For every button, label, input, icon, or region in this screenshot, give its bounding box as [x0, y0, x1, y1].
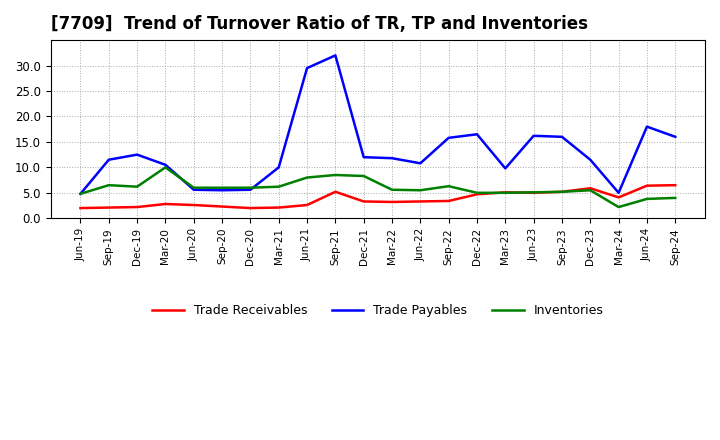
Inventories: [76, 191, 85, 197]
Line: Trade Receivables: Trade Receivables: [81, 185, 675, 208]
Trade Payables: [302, 66, 311, 71]
Trade Receivables: [132, 205, 141, 210]
Trade Receivables: [614, 195, 623, 200]
Trade Receivables: [671, 183, 680, 188]
Trade Payables: [529, 133, 538, 139]
Trade Payables: [586, 157, 595, 162]
Inventories: [274, 184, 283, 189]
Trade Payables: [331, 53, 340, 58]
Inventories: [246, 185, 255, 191]
Trade Payables: [359, 154, 368, 160]
Line: Inventories: Inventories: [81, 167, 675, 207]
Inventories: [501, 190, 510, 195]
Trade Payables: [274, 165, 283, 170]
Trade Payables: [614, 190, 623, 195]
Trade Receivables: [501, 190, 510, 195]
Trade Payables: [416, 161, 425, 166]
Trade Receivables: [331, 189, 340, 194]
Trade Receivables: [161, 202, 170, 207]
Trade Receivables: [274, 205, 283, 210]
Trade Payables: [558, 134, 567, 139]
Trade Receivables: [246, 205, 255, 211]
Trade Payables: [132, 152, 141, 157]
Inventories: [359, 173, 368, 179]
Trade Receivables: [586, 186, 595, 191]
Legend: Trade Receivables, Trade Payables, Inventories: Trade Receivables, Trade Payables, Inven…: [148, 299, 608, 323]
Trade Receivables: [643, 183, 652, 188]
Inventories: [387, 187, 396, 192]
Trade Payables: [189, 187, 198, 192]
Trade Payables: [246, 187, 255, 192]
Inventories: [643, 196, 652, 202]
Line: Trade Payables: Trade Payables: [81, 55, 675, 194]
Trade Receivables: [359, 199, 368, 204]
Trade Payables: [501, 166, 510, 171]
Trade Payables: [217, 187, 226, 193]
Inventories: [302, 175, 311, 180]
Inventories: [529, 190, 538, 195]
Trade Receivables: [104, 205, 113, 210]
Trade Receivables: [416, 199, 425, 204]
Trade Receivables: [217, 204, 226, 209]
Trade Payables: [161, 162, 170, 168]
Trade Payables: [76, 191, 85, 197]
Trade Receivables: [472, 192, 481, 197]
Inventories: [104, 183, 113, 188]
Trade Payables: [104, 157, 113, 162]
Inventories: [444, 183, 453, 189]
Inventories: [132, 184, 141, 189]
Trade Payables: [472, 132, 481, 137]
Trade Receivables: [529, 190, 538, 195]
Text: [7709]  Trend of Turnover Ratio of TR, TP and Inventories: [7709] Trend of Turnover Ratio of TR, TP…: [50, 15, 588, 33]
Trade Receivables: [558, 189, 567, 194]
Inventories: [671, 195, 680, 201]
Inventories: [331, 172, 340, 178]
Inventories: [217, 185, 226, 191]
Trade Payables: [444, 135, 453, 140]
Inventories: [161, 165, 170, 170]
Trade Receivables: [444, 198, 453, 204]
Trade Payables: [387, 156, 396, 161]
Trade Receivables: [189, 202, 198, 208]
Trade Receivables: [387, 199, 396, 205]
Inventories: [586, 187, 595, 193]
Trade Payables: [671, 134, 680, 139]
Trade Payables: [643, 124, 652, 129]
Inventories: [614, 205, 623, 210]
Trade Receivables: [76, 205, 85, 211]
Inventories: [472, 190, 481, 195]
Inventories: [416, 187, 425, 193]
Inventories: [189, 185, 198, 191]
Trade Receivables: [302, 202, 311, 208]
Inventories: [558, 189, 567, 194]
